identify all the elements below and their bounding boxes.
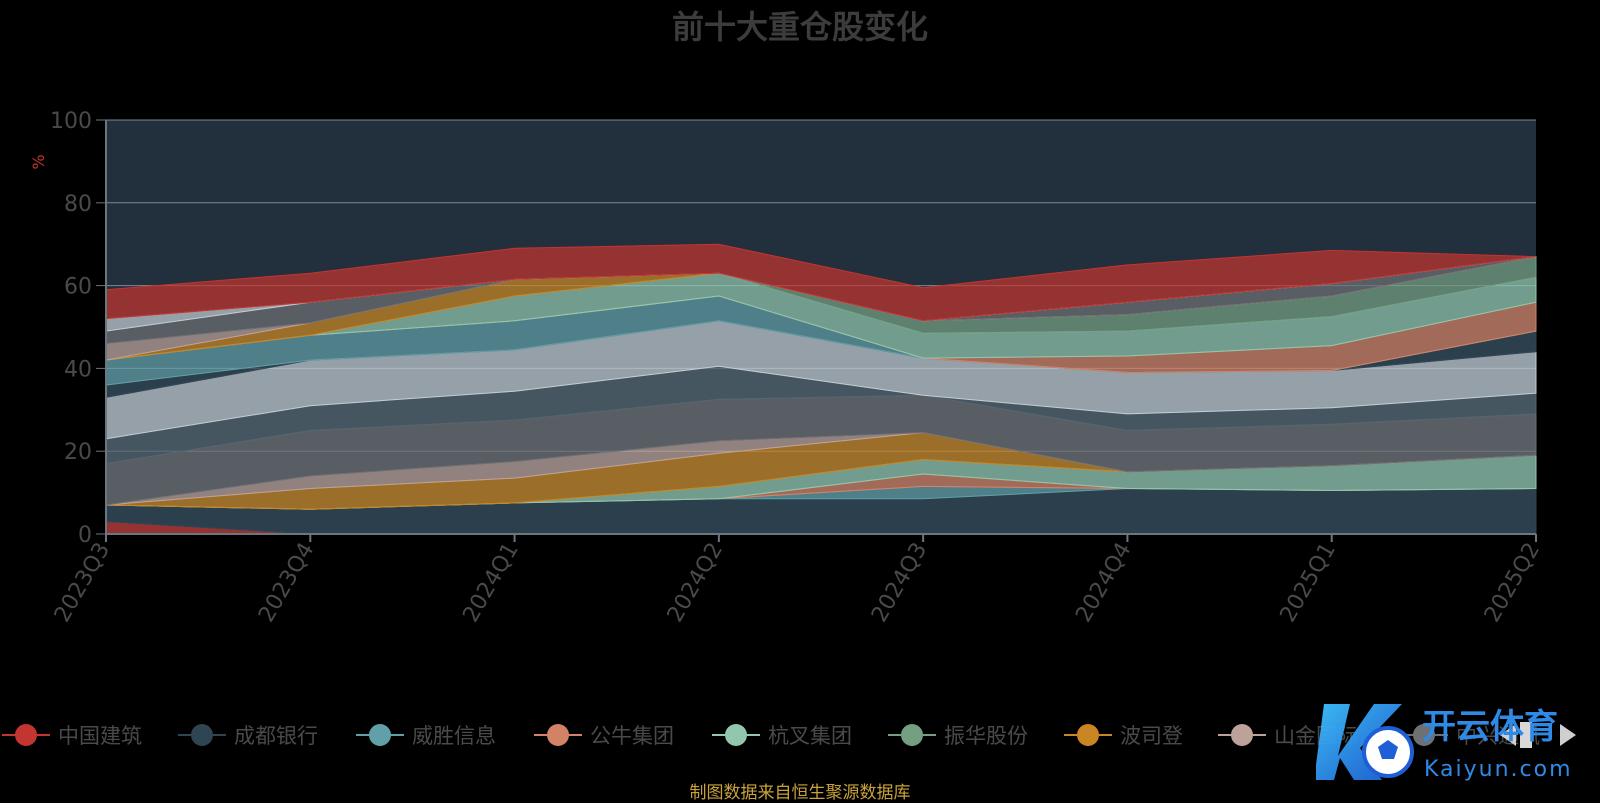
y-tick-label: 0 bbox=[78, 523, 92, 548]
x-tick-label: 2024Q4 bbox=[1071, 539, 1136, 627]
y-tick-label: 80 bbox=[64, 192, 92, 217]
legend-item[interactable]: 杭叉集团 bbox=[710, 718, 852, 752]
legend-swatch-icon bbox=[710, 718, 762, 752]
legend-swatch-icon bbox=[1216, 718, 1268, 752]
x-tick-label: 2023Q3 bbox=[50, 539, 115, 627]
legend-label: 杭叉集团 bbox=[768, 724, 852, 748]
source-note: 制图数据来自恒生聚源数据库 bbox=[689, 783, 911, 803]
legend-swatch-icon bbox=[354, 718, 406, 752]
legend-item[interactable]: 成都银行 bbox=[176, 718, 318, 752]
legend-label: 威胜信息 bbox=[412, 724, 496, 748]
legend-item[interactable]: 中国建筑 bbox=[0, 718, 142, 752]
legend-label: 振华股份 bbox=[944, 724, 1028, 748]
watermark-logo: 开云体育 Kaiyun.com bbox=[1316, 704, 1573, 782]
legend-page-indicator bbox=[1520, 722, 1532, 748]
legend-next-page-icon[interactable] bbox=[1560, 724, 1576, 746]
legend-item[interactable]: 波司登 bbox=[1062, 718, 1183, 752]
y-tick-label: 40 bbox=[64, 357, 92, 382]
x-tick-label: 2024Q3 bbox=[867, 539, 932, 627]
legend-swatch-icon bbox=[886, 718, 938, 752]
legend-label: 中国建筑 bbox=[58, 724, 142, 748]
x-tick-label: 2024Q1 bbox=[458, 539, 523, 627]
legend-swatch-icon bbox=[176, 718, 228, 752]
legend-swatch-icon bbox=[1062, 718, 1114, 752]
legend-label: 成都银行 bbox=[234, 724, 318, 748]
legend-swatch-icon bbox=[532, 718, 584, 752]
watermark-k-icon bbox=[1316, 704, 1402, 780]
area-series-layer bbox=[105, 243, 1537, 535]
legend-label: 公牛集团 bbox=[590, 724, 674, 748]
area-series-20 bbox=[105, 243, 1537, 322]
y-axis-label: % bbox=[29, 154, 48, 169]
watermark-brand: 开云体育 bbox=[1422, 707, 1558, 747]
y-tick-label: 100 bbox=[50, 109, 92, 134]
legend-item[interactable]: 公牛集团 bbox=[532, 718, 674, 752]
legend-item[interactable]: 威胜信息 bbox=[354, 718, 496, 752]
x-tick-label: 2025Q2 bbox=[1480, 539, 1545, 627]
x-tick-label: 2025Q1 bbox=[1276, 539, 1341, 627]
x-tick-label: 2024Q2 bbox=[663, 539, 728, 627]
y-tick-label: 60 bbox=[64, 275, 92, 300]
legend-item[interactable]: 振华股份 bbox=[886, 718, 1028, 752]
legend-label: 波司登 bbox=[1120, 724, 1183, 748]
chart-title: 前十大重仓股变化 bbox=[671, 8, 928, 46]
y-tick-label: 20 bbox=[64, 440, 92, 465]
legend-swatch-icon bbox=[0, 718, 52, 752]
legend-prev-page-icon[interactable] bbox=[1500, 724, 1516, 746]
x-tick-label: 2023Q4 bbox=[254, 539, 319, 627]
watermark-domain: Kaiyun.com bbox=[1424, 757, 1573, 782]
legend-swatch-icon bbox=[1398, 718, 1450, 752]
